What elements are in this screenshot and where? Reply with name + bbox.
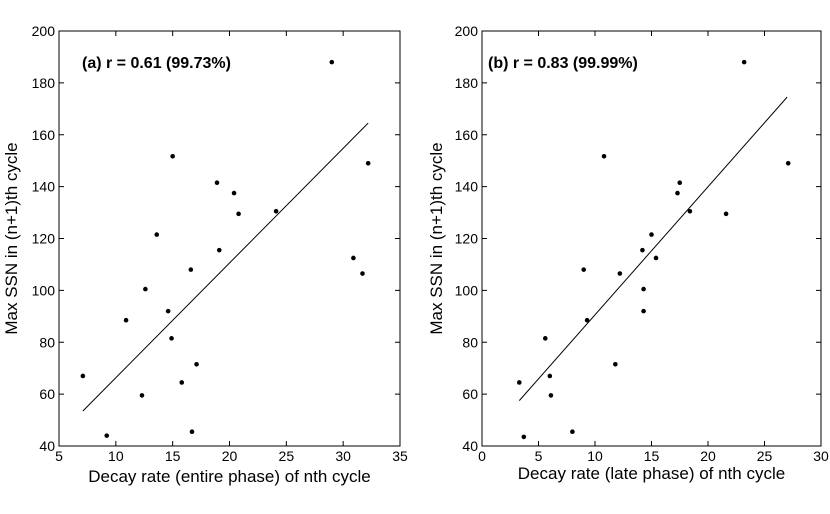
panel-b-data-point bbox=[581, 267, 586, 272]
panel-a-data-point bbox=[360, 271, 365, 276]
panel-b-regression-line bbox=[518, 96, 788, 401]
panel-a-data-point bbox=[214, 180, 220, 186]
panel-b-y-tick-label: 140 bbox=[455, 179, 479, 195]
panel-b-annotation: (b) r = 0.83 (99.99%) bbox=[488, 55, 638, 72]
panel-b-data-point bbox=[547, 373, 553, 379]
panel-b-data-point bbox=[548, 393, 554, 398]
panel-b-data-point bbox=[584, 317, 590, 323]
panel-b-data-point bbox=[617, 271, 623, 276]
panel-b-x-tick-label: 30 bbox=[813, 448, 829, 464]
panel-b-data-point bbox=[570, 429, 575, 435]
panel-b-x-tick-label: 0 bbox=[478, 448, 486, 464]
panel-a-data-point bbox=[170, 153, 175, 159]
panel-b-x-tick-label: 25 bbox=[757, 448, 773, 464]
panel-b-x-tick-label: 10 bbox=[587, 448, 603, 464]
panel-b-data-point bbox=[641, 308, 646, 314]
panel-a-y-axis-title: Max SSN in (n+1)th cycle bbox=[2, 142, 21, 334]
panel-a-x-tick-label: 5 bbox=[55, 448, 63, 464]
panel-a-data-point bbox=[236, 211, 241, 217]
panel-a-data-point bbox=[329, 59, 335, 65]
panel-b-data-point bbox=[677, 180, 683, 186]
panel-a-regression-line bbox=[82, 122, 369, 412]
panel-a-data-point bbox=[365, 160, 371, 166]
panel-a-y-tick-label: 200 bbox=[32, 23, 56, 39]
panel-a-y-tick-label: 100 bbox=[32, 282, 56, 298]
panel-b-y-tick-label: 80 bbox=[462, 334, 478, 350]
panel-b-x-tick-label: 20 bbox=[700, 448, 716, 464]
panel-a-data-point bbox=[80, 373, 86, 379]
panel-a-x-tick-label: 20 bbox=[222, 448, 238, 464]
panel-a-data-point bbox=[123, 317, 129, 323]
panel-a-data-point bbox=[139, 393, 145, 398]
panel-b-data-point bbox=[521, 434, 527, 440]
panel-a-annotation: (a) r = 0.61 (99.73%) bbox=[82, 55, 231, 72]
panel-a-y-tick-label: 160 bbox=[32, 127, 56, 143]
panel-b-data-point bbox=[542, 336, 548, 341]
panel-b-data-point bbox=[741, 59, 747, 65]
panel-b-data-point bbox=[687, 208, 693, 214]
panel-a-y-tick-label: 40 bbox=[39, 438, 55, 454]
panel-b-data-point bbox=[641, 286, 646, 292]
panel-b-y-tick-label: 180 bbox=[455, 75, 479, 91]
panel-b-y-tick-label: 200 bbox=[455, 23, 479, 39]
panel-a-x-tick-label: 15 bbox=[165, 448, 181, 464]
panel-b-y-axis-title: Max SSN in (n+1)th cycle bbox=[427, 142, 446, 334]
panel-b-frame bbox=[481, 30, 822, 447]
panel-a-marks bbox=[80, 59, 371, 438]
panel-a-data-point bbox=[143, 286, 148, 292]
panel-b-y-tick-label: 60 bbox=[462, 386, 478, 402]
panel-a-data-point bbox=[165, 308, 171, 314]
panel-b-data-point bbox=[785, 160, 791, 166]
panel-b-y-tick-label: 100 bbox=[455, 282, 479, 298]
panel-a-x-tick-label: 30 bbox=[335, 448, 351, 464]
panel-b-data-point bbox=[516, 380, 522, 385]
panel-b-ticks: 0 5 10 15 20 25 30 40 60 80 100 120 140 160 180 200 bbox=[455, 23, 829, 464]
panel-a-y-tick-label: 120 bbox=[32, 231, 56, 247]
panel-a-data-point bbox=[169, 336, 174, 341]
panel-a-data-point bbox=[188, 267, 194, 272]
panel-b-y-tick-label: 160 bbox=[455, 127, 479, 143]
panel-a-data-point bbox=[189, 429, 195, 435]
panel-a-x-tick-label: 10 bbox=[108, 448, 124, 464]
panel-a-y-tick-label: 60 bbox=[39, 386, 55, 402]
panel-a-data-point bbox=[179, 380, 185, 385]
panel-b-marks bbox=[516, 59, 791, 440]
panel-b: 0 5 10 15 20 25 30 40 60 80 100 120 140 160 180 200 (b)… bbox=[427, 23, 829, 483]
panel-a-x-tick-label: 25 bbox=[279, 448, 295, 464]
panel-b-x-tick-label: 5 bbox=[535, 448, 543, 464]
panel-a-data-point bbox=[104, 433, 110, 438]
panel-b-x-axis-title: Decay rate (late phase) of nth cycle bbox=[518, 464, 785, 483]
panel-a-data-point bbox=[194, 361, 199, 367]
panel-a-data-point bbox=[216, 247, 222, 253]
panel-b-data-point bbox=[640, 247, 645, 253]
panel-a-data-point bbox=[351, 255, 356, 261]
panel-b-data-point bbox=[613, 361, 618, 367]
panel-a-x-axis-title: Decay rate (entire phase) of nth cycle bbox=[88, 467, 371, 486]
panel-b-data-point bbox=[675, 190, 680, 196]
panel-a-y-tick-label: 180 bbox=[32, 75, 56, 91]
panel-a: 5 10 15 20 25 30 35 40 60 80 100 120 140 160 180 200 (a… bbox=[2, 23, 408, 486]
panel-b-data-point bbox=[649, 232, 654, 237]
panel-b-data-point bbox=[601, 153, 607, 159]
panel-a-data-point bbox=[273, 208, 279, 214]
panel-a-data-point bbox=[154, 232, 160, 237]
panel-a-ticks: 5 10 15 20 25 30 35 40 60 80 100 120 140 160 180 200 bbox=[32, 23, 408, 464]
panel-a-data-point bbox=[231, 190, 237, 196]
panel-a-y-tick-label: 80 bbox=[39, 334, 55, 350]
panel-b-data-point bbox=[653, 255, 659, 261]
panel-a-y-tick-label: 140 bbox=[32, 179, 56, 195]
panel-a-x-tick-label: 35 bbox=[392, 448, 408, 464]
panel-b-data-point bbox=[723, 211, 729, 217]
panel-b-y-tick-label: 120 bbox=[455, 231, 479, 247]
panel-b-y-tick-label: 40 bbox=[462, 438, 478, 454]
panel-b-x-tick-label: 15 bbox=[644, 448, 660, 464]
